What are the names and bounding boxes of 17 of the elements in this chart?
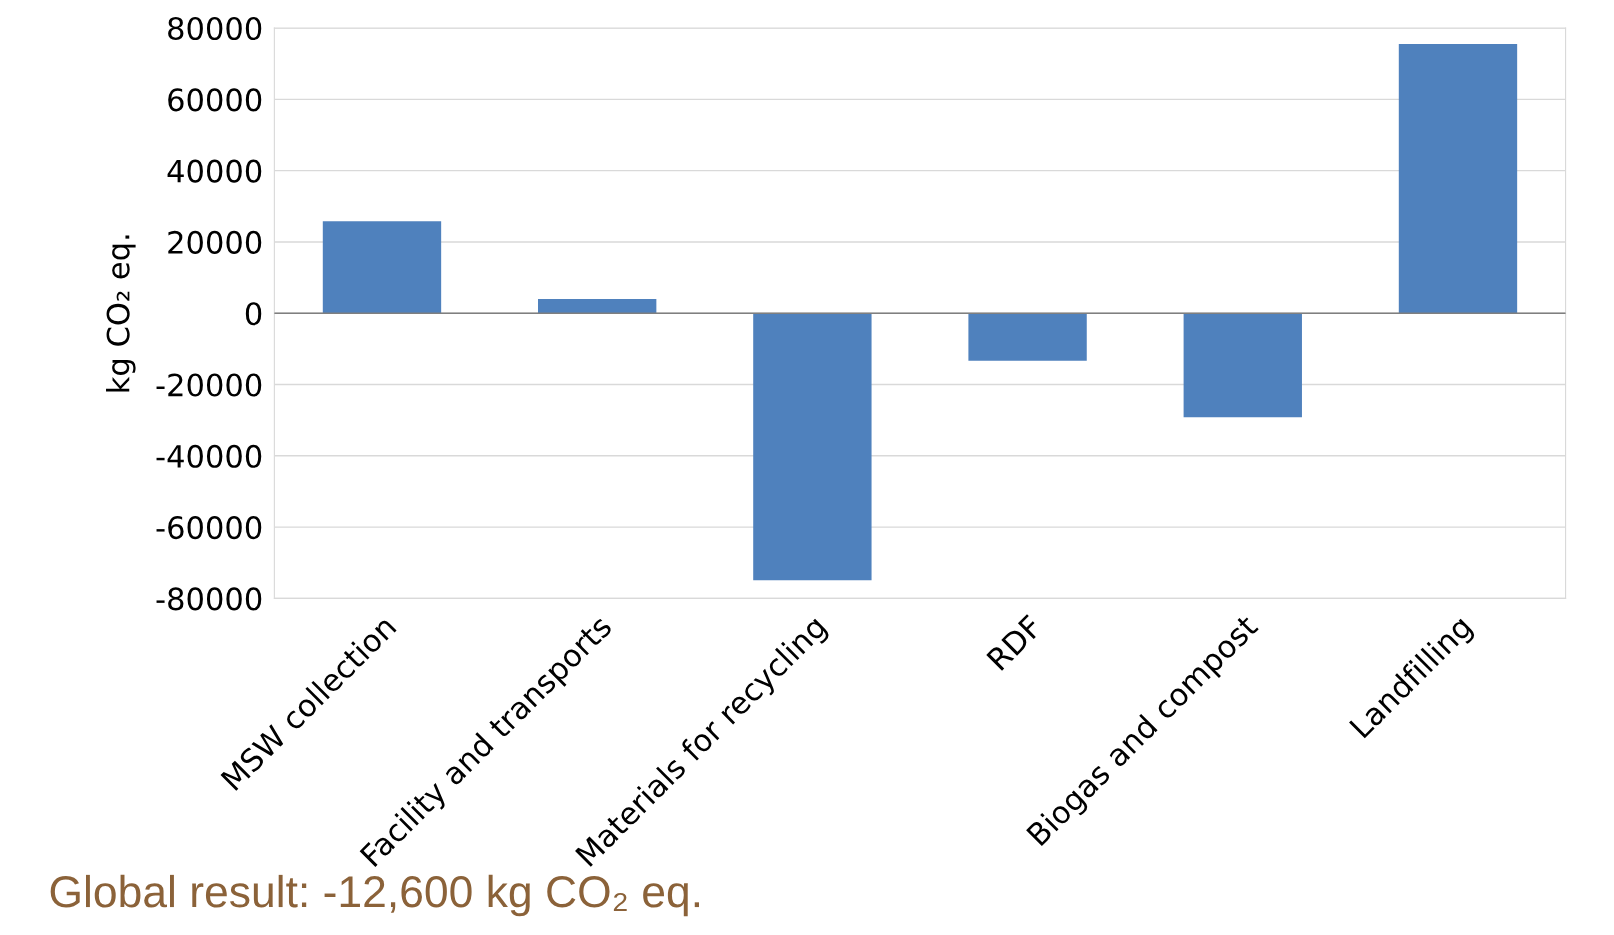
bar <box>322 221 442 314</box>
y-axis-title: kg CO₂ eq. <box>106 235 136 392</box>
y-tick-label: -80000 <box>156 587 262 611</box>
text: Global result: -12,600 kg CO₂ eq. <box>50 874 699 917</box>
y-tick-label: -60000 <box>156 516 262 540</box>
y-tick-label: 60000 <box>168 88 262 112</box>
bar <box>538 298 657 314</box>
bar <box>753 313 872 581</box>
y-tick-label: 20000 <box>168 230 262 254</box>
bar <box>968 313 1087 361</box>
y-tick-label: -20000 <box>156 373 262 397</box>
bar <box>1183 313 1302 418</box>
y-tick-label: 40000 <box>167 159 262 183</box>
bar <box>1398 44 1518 314</box>
y-tick-label: 0 <box>245 302 262 326</box>
y-tick-label: 80000 <box>168 16 262 41</box>
y-tick-label: -40000 <box>156 444 262 468</box>
